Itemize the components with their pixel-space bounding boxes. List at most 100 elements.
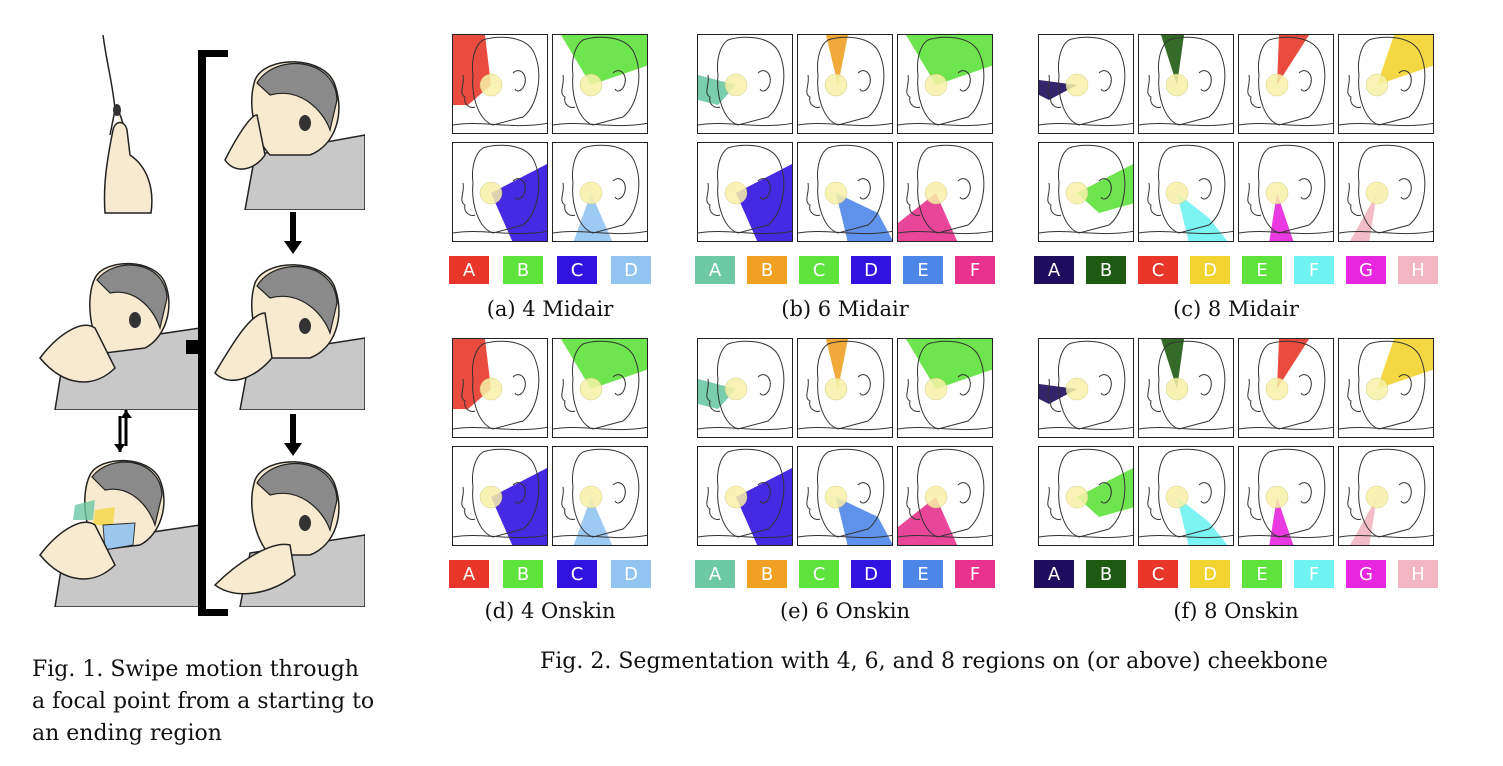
region-label: A xyxy=(695,256,735,284)
face-region-c xyxy=(452,446,548,546)
figure-1: Fig. 1. Swipe motion through a focal poi… xyxy=(0,0,400,766)
region-label: H xyxy=(1398,256,1438,284)
region-label: F xyxy=(955,560,995,588)
bracket-top xyxy=(198,50,228,57)
face-region-c xyxy=(1238,34,1334,134)
face-region-e xyxy=(797,446,893,546)
subfigure-caption: (d) 4 Onskin xyxy=(484,599,616,623)
swipe-regions-illustration xyxy=(35,455,200,607)
region-label: E xyxy=(903,560,943,588)
bracket-line xyxy=(198,50,206,616)
face-region-a xyxy=(697,338,793,438)
face-region-b xyxy=(552,34,648,134)
region-label: A xyxy=(695,560,735,588)
region-label: D xyxy=(1190,256,1230,284)
face-region-d xyxy=(1338,34,1434,134)
face-region-a xyxy=(1038,34,1134,134)
region-label: G xyxy=(1346,560,1386,588)
region-label: C xyxy=(557,560,597,588)
region-label: C xyxy=(799,560,839,588)
subfigure-caption: (f) 8 Onskin xyxy=(1173,599,1299,623)
region-label: D xyxy=(611,560,651,588)
face-region-c xyxy=(897,34,993,134)
region-label: B xyxy=(747,256,787,284)
face-region-g xyxy=(1238,446,1334,546)
region-label: F xyxy=(1294,560,1334,588)
swipe-middle-illustration xyxy=(210,258,365,410)
region-label: B xyxy=(1086,256,1126,284)
face-region-b xyxy=(1138,34,1234,134)
region-label: D xyxy=(1190,560,1230,588)
face-region-g xyxy=(1238,142,1334,242)
subfigure-caption: (c) 8 Midair xyxy=(1173,297,1299,321)
region-label: B xyxy=(747,560,787,588)
swipe-side-illustration xyxy=(35,258,200,410)
face-region-c xyxy=(1238,338,1334,438)
face-region-d xyxy=(697,142,793,242)
region-label: C xyxy=(799,256,839,284)
face-region-c xyxy=(452,142,548,242)
face-region-a xyxy=(452,34,548,134)
face-region-d xyxy=(552,142,648,242)
face-region-f xyxy=(897,142,993,242)
arrow-down-icon xyxy=(284,414,302,456)
region-label: B xyxy=(1086,560,1126,588)
face-region-a xyxy=(1038,338,1134,438)
face-region-b xyxy=(797,34,893,134)
region-label: C xyxy=(1138,256,1178,284)
face-region-b xyxy=(1138,338,1234,438)
face-region-d xyxy=(1338,338,1434,438)
ear-finger-illustration xyxy=(85,35,170,215)
caption-line: an ending region xyxy=(32,721,222,746)
face-region-d xyxy=(552,446,648,546)
swipe-start-illustration xyxy=(215,55,365,210)
figure-2-caption: Fig. 2. Segmentation with 4, 6, and 8 re… xyxy=(540,649,1328,674)
face-region-e xyxy=(1038,446,1134,546)
region-label: F xyxy=(1294,256,1334,284)
region-label: D xyxy=(851,560,891,588)
region-label: A xyxy=(449,560,489,588)
face-region-d xyxy=(697,446,793,546)
region-label: C xyxy=(1138,560,1178,588)
face-region-a xyxy=(697,34,793,134)
subfigure-caption: (b) 6 Midair xyxy=(781,297,909,321)
face-region-c xyxy=(897,338,993,438)
figure-1-caption: Fig. 1. Swipe motion through a focal poi… xyxy=(32,654,402,750)
bracket-tick xyxy=(186,340,200,354)
face-region-f xyxy=(1138,142,1234,242)
caption-line: a focal point from a starting to xyxy=(32,689,375,714)
bidirectional-arrow-icon xyxy=(112,410,134,452)
region-label: G xyxy=(1346,256,1386,284)
face-region-f xyxy=(897,446,993,546)
arrow-down-icon xyxy=(284,212,302,254)
face-region-f xyxy=(1138,446,1234,546)
face-region-h xyxy=(1338,142,1434,242)
region-label: A xyxy=(1034,256,1074,284)
region-label: A xyxy=(1034,560,1074,588)
face-region-e xyxy=(1038,142,1134,242)
face-region-b xyxy=(797,338,893,438)
region-label: E xyxy=(1242,560,1282,588)
face-region-b xyxy=(552,338,648,438)
face-region-e xyxy=(797,142,893,242)
swipe-end-illustration xyxy=(210,455,365,607)
region-label: E xyxy=(903,256,943,284)
region-label: E xyxy=(1242,256,1282,284)
subfigure-caption: (a) 4 Midair xyxy=(486,297,614,321)
region-label: C xyxy=(557,256,597,284)
region-label: B xyxy=(503,560,543,588)
region-label: D xyxy=(611,256,651,284)
region-label: B xyxy=(503,256,543,284)
region-label: F xyxy=(955,256,995,284)
region-label: H xyxy=(1398,560,1438,588)
face-region-a xyxy=(452,338,548,438)
face-region-h xyxy=(1338,446,1434,546)
bracket-bottom xyxy=(198,609,228,616)
region-label: D xyxy=(851,256,891,284)
